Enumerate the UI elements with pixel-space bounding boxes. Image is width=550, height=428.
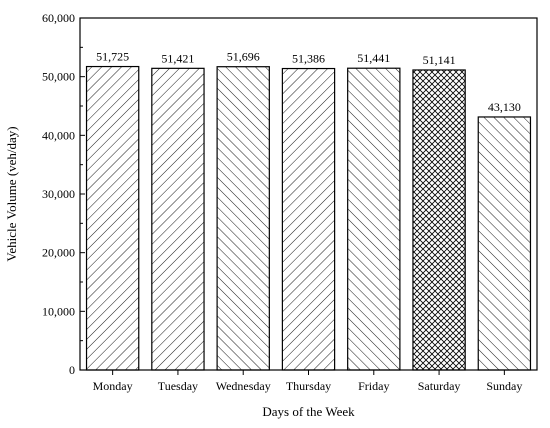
data-label: 51,441 (357, 51, 390, 65)
bar-friday (347, 67, 401, 371)
bar-tuesday (151, 67, 205, 371)
x-tick-label: Friday (358, 379, 389, 393)
plot-frame (79, 17, 538, 371)
y-tick-label: 20,000 (42, 246, 75, 260)
x-tick-label: Sunday (486, 379, 522, 393)
bar-sunday (477, 116, 532, 371)
bar-wednesday (216, 66, 270, 371)
y-axis: 0 10,000 20,000 30,000 40,000 50,000 60,000 (42, 11, 85, 377)
y-tick-label: 40,000 (42, 128, 75, 142)
y-axis-title: Vehicle Volume (veh/day) (4, 126, 19, 261)
data-label: 43,130 (488, 100, 521, 114)
data-label: 51,725 (96, 50, 129, 64)
bar-thursday (281, 67, 336, 371)
data-labels: 51,725 51,421 51,696 51,386 51,441 51,141 43,1… (96, 50, 521, 114)
y-tick-label: 60,000 (42, 11, 75, 25)
x-axis: Monday Tuesday Wednesday Thursday Friday Satu… (93, 370, 522, 393)
data-label: 51,141 (423, 53, 456, 67)
y-tick-label: 50,000 (42, 70, 75, 84)
bars (85, 65, 532, 371)
x-tick-label: Tuesday (158, 379, 198, 393)
y-tick-label: 10,000 (42, 304, 75, 318)
x-tick-label: Monday (93, 379, 133, 393)
y-tick-label: 0 (69, 363, 75, 377)
y-tick-label: 30,000 (42, 187, 75, 201)
bar-saturday (412, 69, 466, 371)
x-tick-label: Wednesday (216, 379, 271, 393)
x-tick-label: Thursday (286, 379, 331, 393)
x-axis-title: Days of the Week (262, 404, 355, 419)
x-tick-label: Saturday (418, 379, 461, 393)
data-label: 51,386 (292, 52, 325, 66)
data-label: 51,421 (161, 51, 194, 65)
data-label: 51,696 (227, 50, 260, 64)
bar-monday (85, 65, 140, 371)
